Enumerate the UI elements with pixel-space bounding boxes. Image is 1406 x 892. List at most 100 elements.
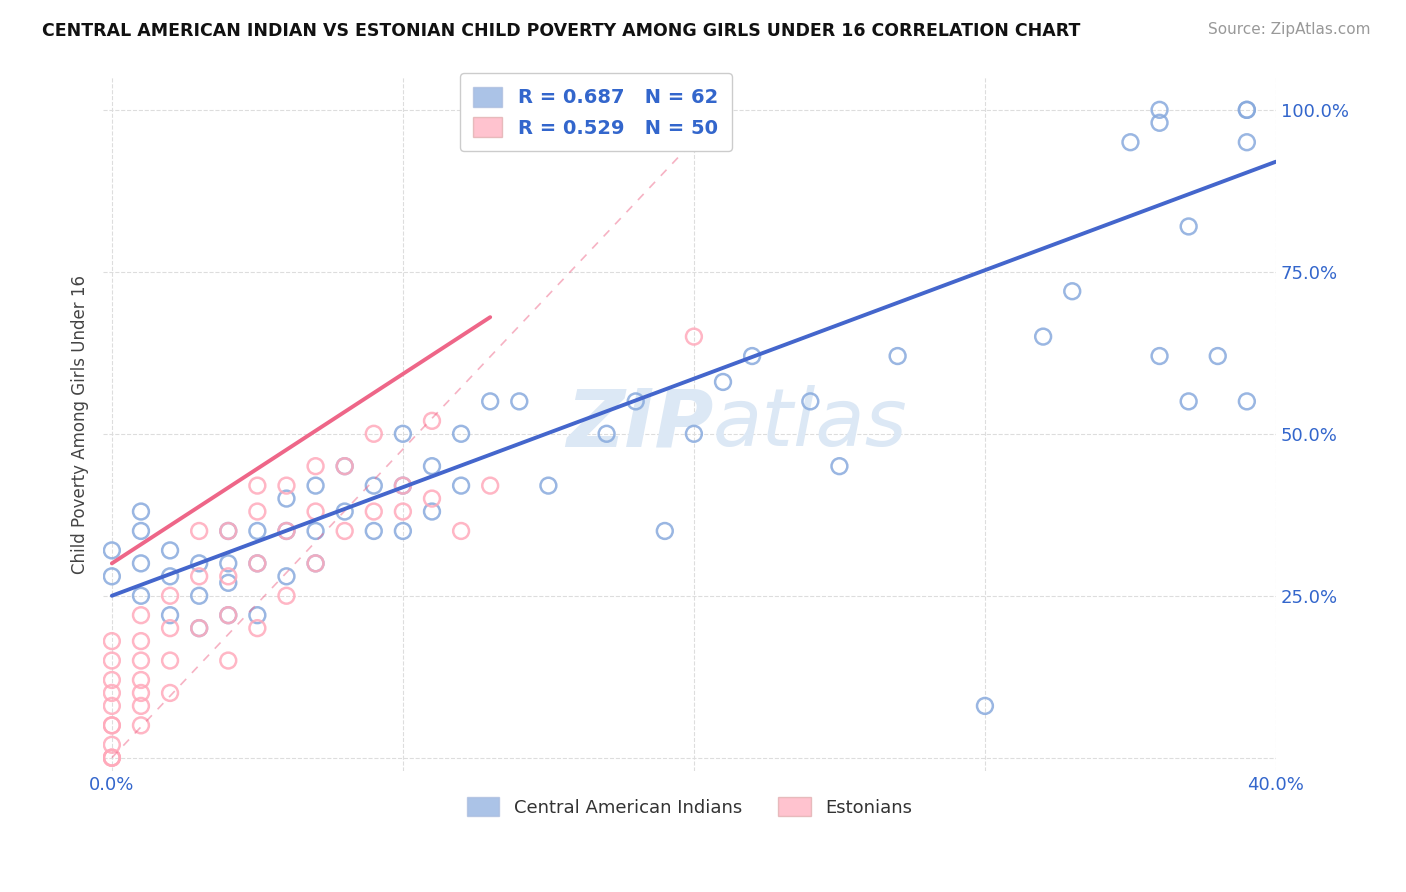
Point [711, 375, 734, 389]
Point [159, 654, 181, 668]
Point [246, 524, 269, 538]
Point [799, 394, 821, 409]
Point [129, 504, 152, 518]
Point [683, 329, 706, 343]
Point [101, 634, 124, 648]
Point [392, 426, 415, 441]
Point [101, 673, 124, 687]
Point [129, 686, 152, 700]
Point [129, 698, 152, 713]
Point [101, 543, 124, 558]
Point [420, 491, 443, 506]
Point [1062, 285, 1084, 299]
Point [363, 426, 385, 441]
Point [304, 524, 326, 538]
Point [129, 654, 152, 668]
Point [1177, 394, 1199, 409]
Point [508, 394, 530, 409]
Point [276, 491, 298, 506]
Point [101, 750, 124, 764]
Point [333, 524, 356, 538]
Point [624, 394, 647, 409]
Point [304, 478, 326, 492]
Point [276, 478, 298, 492]
Point [129, 524, 152, 538]
Point [101, 718, 124, 732]
Point [188, 569, 211, 583]
Point [479, 394, 502, 409]
Y-axis label: Child Poverty Among Girls Under 16: Child Poverty Among Girls Under 16 [72, 275, 89, 574]
Point [276, 524, 298, 538]
Point [392, 478, 415, 492]
Point [159, 589, 181, 603]
Text: CENTRAL AMERICAN INDIAN VS ESTONIAN CHILD POVERTY AMONG GIRLS UNDER 16 CORRELATI: CENTRAL AMERICAN INDIAN VS ESTONIAN CHIL… [42, 22, 1081, 40]
Point [217, 569, 239, 583]
Point [129, 673, 152, 687]
Point [188, 589, 211, 603]
Point [217, 524, 239, 538]
Point [1149, 116, 1171, 130]
Point [188, 524, 211, 538]
Point [217, 557, 239, 571]
Point [276, 589, 298, 603]
Text: Source: ZipAtlas.com: Source: ZipAtlas.com [1208, 22, 1371, 37]
Point [304, 557, 326, 571]
Point [1206, 349, 1229, 363]
Point [420, 504, 443, 518]
Point [1177, 219, 1199, 234]
Point [304, 504, 326, 518]
Legend: Central American Indians, Estonians: Central American Indians, Estonians [460, 790, 920, 824]
Point [333, 504, 356, 518]
Point [246, 608, 269, 623]
Point [159, 686, 181, 700]
Text: atlas: atlas [713, 385, 908, 463]
Point [129, 557, 152, 571]
Point [217, 575, 239, 590]
Point [246, 557, 269, 571]
Point [159, 543, 181, 558]
Point [363, 504, 385, 518]
Point [595, 426, 617, 441]
Point [188, 621, 211, 635]
Point [420, 459, 443, 474]
Text: ZIP: ZIP [565, 385, 713, 463]
Point [129, 608, 152, 623]
Point [1149, 103, 1171, 117]
Point [188, 557, 211, 571]
Point [886, 349, 908, 363]
Point [217, 608, 239, 623]
Point [450, 426, 472, 441]
Point [217, 654, 239, 668]
Point [246, 478, 269, 492]
Point [129, 634, 152, 648]
Point [683, 426, 706, 441]
Point [276, 524, 298, 538]
Point [1032, 329, 1054, 343]
Point [246, 621, 269, 635]
Point [217, 608, 239, 623]
Point [828, 459, 851, 474]
Point [101, 569, 124, 583]
Point [101, 750, 124, 764]
Point [304, 459, 326, 474]
Point [1236, 103, 1258, 117]
Point [159, 569, 181, 583]
Point [1119, 135, 1142, 149]
Point [188, 621, 211, 635]
Point [741, 349, 763, 363]
Point [654, 524, 676, 538]
Point [217, 524, 239, 538]
Point [450, 478, 472, 492]
Point [101, 718, 124, 732]
Point [1236, 135, 1258, 149]
Point [101, 750, 124, 764]
Point [129, 718, 152, 732]
Point [392, 478, 415, 492]
Point [246, 557, 269, 571]
Point [159, 608, 181, 623]
Point [450, 524, 472, 538]
Point [101, 738, 124, 752]
Point [420, 414, 443, 428]
Point [129, 589, 152, 603]
Point [101, 686, 124, 700]
